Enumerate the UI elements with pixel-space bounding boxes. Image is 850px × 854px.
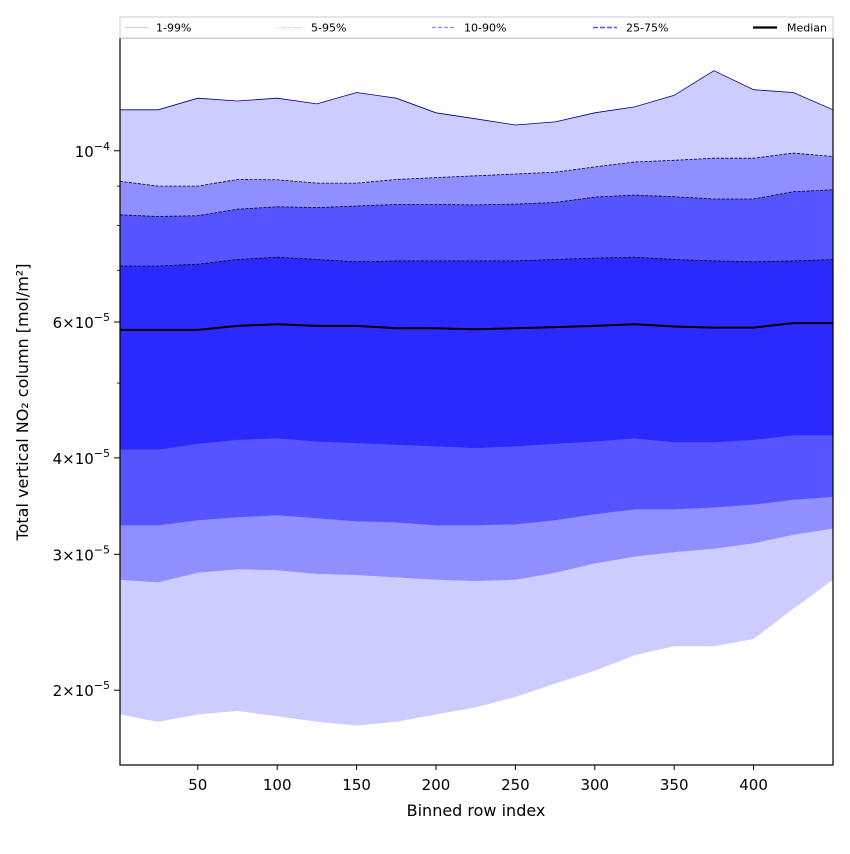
band-upper-line-5-95%: [120, 152, 833, 187]
median-line: [120, 322, 833, 331]
y-tick-label: 3×10−5: [53, 543, 110, 564]
legend-label-25-75%: 25-75%: [626, 22, 668, 35]
legend-label-1-99%: 1-99%: [156, 22, 191, 35]
x-tick-label: 50: [188, 776, 207, 794]
legend-label-Median: Median: [787, 22, 827, 35]
band-25-75%: [120, 257, 833, 450]
x-axis-title: Binned row index: [407, 801, 546, 820]
x-tick-label: 150: [342, 776, 371, 794]
x-tick-label: 200: [422, 776, 451, 794]
band-upper-line-1-99%: [120, 70, 833, 126]
y-tick-label: 2×10−5: [53, 679, 110, 700]
y-axis-title: Total vertical NO₂ column [mol/m²]: [13, 264, 32, 542]
x-tick-label: 300: [580, 776, 609, 794]
y-axis: 2×10−5 3×10−5 4×10−5 6×10−5 10−4: [53, 140, 120, 700]
legend-label-5-95%: 5-95%: [311, 22, 346, 35]
lines-layer: [120, 70, 833, 331]
legend-frame: [119, 16, 834, 39]
x-tick-label: 400: [739, 776, 768, 794]
x-tick-label: 250: [501, 776, 530, 794]
x-tick-label: 100: [263, 776, 292, 794]
x-axis: 50 100 150 200 250 300 350 400: [188, 765, 768, 794]
y-tick-label: 10−4: [75, 140, 110, 161]
band-upper-line-25-75%: [120, 256, 833, 267]
legend: 1-99% 5-95% 10-90% 25-75% Median: [119, 16, 834, 39]
bands-layer: [120, 70, 833, 726]
x-tick-label: 350: [660, 776, 689, 794]
band-upper-line-10-90%: [120, 189, 833, 217]
y-tick-label: 6×10−5: [53, 311, 110, 332]
legend-label-10-90%: 10-90%: [464, 22, 506, 35]
y-tick-label: 4×10−5: [53, 447, 110, 468]
